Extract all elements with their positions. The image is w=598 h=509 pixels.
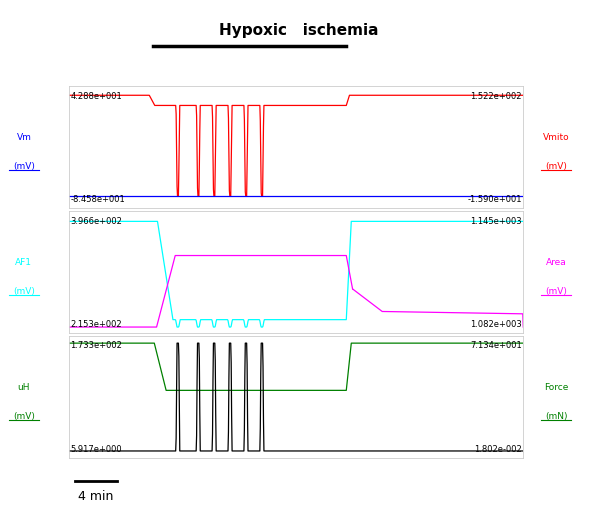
Text: uH: uH (18, 382, 30, 391)
Text: 1.733e+002: 1.733e+002 (70, 341, 122, 350)
Text: -1.590e+001: -1.590e+001 (468, 195, 522, 204)
Text: 1.082e+003: 1.082e+003 (470, 320, 522, 328)
Text: Area: Area (546, 257, 566, 266)
Text: 1.145e+003: 1.145e+003 (470, 216, 522, 225)
Text: 3.966e+002: 3.966e+002 (70, 216, 122, 225)
Text: 2.153e+002: 2.153e+002 (70, 320, 122, 328)
Text: Force: Force (544, 382, 568, 391)
Text: Hypoxic   ischemia: Hypoxic ischemia (219, 23, 379, 38)
Text: 1.802e-002: 1.802e-002 (474, 444, 522, 453)
Text: Vmito: Vmito (543, 132, 569, 142)
Text: 4 min: 4 min (78, 489, 114, 501)
Text: (mV): (mV) (13, 162, 35, 171)
Text: (mV): (mV) (13, 411, 35, 420)
Text: 4.288e+001: 4.288e+001 (70, 92, 122, 100)
Text: 1.522e+002: 1.522e+002 (471, 92, 522, 100)
Text: 7.134e+001: 7.134e+001 (470, 341, 522, 350)
Text: -8.458e+001: -8.458e+001 (70, 195, 125, 204)
Text: 5.917e+000: 5.917e+000 (70, 444, 122, 453)
Text: (mN): (mN) (545, 411, 568, 420)
Text: (mV): (mV) (13, 287, 35, 296)
Text: Vm: Vm (17, 132, 31, 142)
Text: (mV): (mV) (545, 287, 567, 296)
Text: (mV): (mV) (545, 162, 567, 171)
Text: AF1: AF1 (16, 257, 32, 266)
